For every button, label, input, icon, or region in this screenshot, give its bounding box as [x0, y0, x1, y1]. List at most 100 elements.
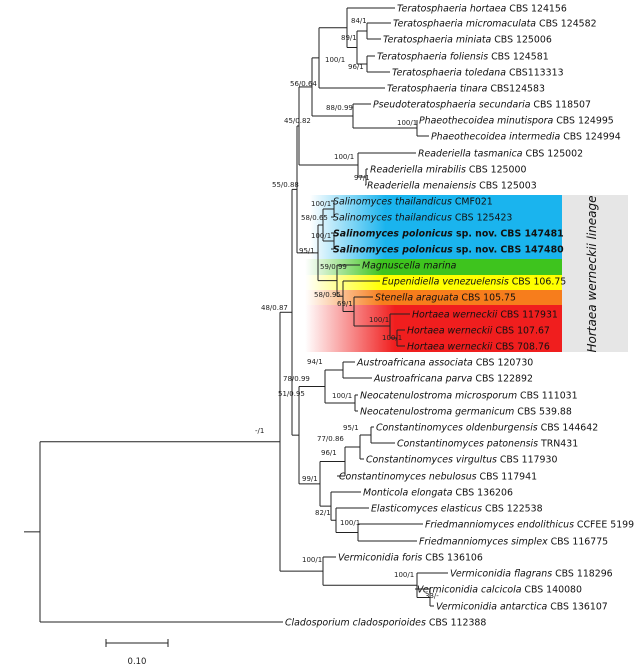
- species-name: Salinomyces thailandicus: [333, 196, 452, 207]
- tree-branches: [24, 7, 448, 623]
- support-value: 56/0.64: [290, 80, 317, 88]
- support-value: 100/1: [340, 519, 360, 527]
- tip-label: Vermiconidia foris CBS 136106: [338, 552, 483, 563]
- lineage-label: Hortaea werneckii lineage: [585, 195, 599, 352]
- tip-label: Teratosphaeria tinara CBS124583: [387, 83, 545, 94]
- scale-bar-label: 0.10: [128, 657, 147, 667]
- species-name: Readeriella mirabilis: [370, 164, 466, 175]
- support-value: 95/1: [299, 247, 315, 255]
- support-value: 99/1: [302, 475, 318, 483]
- highlight-stenella: [305, 290, 562, 305]
- support-value: 100/1: [311, 232, 331, 240]
- support-value: 78/0.99: [283, 375, 310, 383]
- species-name: Stenella araguata: [375, 292, 459, 303]
- voucher-id: CBS124583: [487, 83, 545, 94]
- support-value: 88/0.99: [326, 104, 353, 112]
- highlight-eupenidiella: [305, 275, 562, 290]
- species-name: Friedmanniomyces endolithicus: [425, 519, 574, 530]
- tip-label: Constantinomyces virgultus CBS 117930: [366, 454, 557, 465]
- tip-label: Friedmanniomyces simplex CBS 116775: [419, 536, 608, 547]
- voucher-id: CBS 124582: [536, 18, 597, 29]
- voucher-id: CBS 107.67: [492, 325, 550, 336]
- highlight-salinomyces: [310, 195, 562, 259]
- species-name: Austroafricana associata: [356, 357, 473, 368]
- species-name: Constantinomyces oldenburgensis: [376, 422, 538, 433]
- voucher-id: CBS 124156: [506, 3, 567, 14]
- support-value: 100/1: [394, 571, 414, 579]
- voucher-id: sp. nov. CBS 147480: [453, 244, 564, 255]
- species-name: Teratosphaeria micromaculata: [393, 18, 536, 29]
- species-name: Phaeothecoidea minutispora: [419, 115, 553, 126]
- tip-label: Neocatenulostroma germanicum CBS 539.88: [360, 406, 572, 417]
- species-name: Teratosphaeria tinara: [387, 83, 488, 94]
- voucher-id: CBS 125000: [466, 164, 527, 175]
- voucher-id: CBS 125006: [491, 34, 552, 45]
- voucher-id: CBS 136107: [547, 601, 608, 612]
- support-value: 59/0.99: [320, 263, 347, 271]
- support-value: 82/1: [315, 509, 331, 517]
- support-value: 33/-: [425, 592, 439, 600]
- species-name: Teratosphaeria toledana: [392, 67, 506, 78]
- tip-label: Friedmanniomyces endolithicus CCFEE 5199: [425, 519, 634, 530]
- tip-label: Stenella araguata CBS 105.75: [375, 292, 516, 303]
- species-name: Magnuscella marina: [362, 260, 457, 271]
- voucher-id: CBS 120730: [473, 357, 534, 368]
- tip-label: Vermiconidia antarctica CBS 136107: [436, 601, 608, 612]
- tip-label: Readeriella tasmanica CBS 125002: [418, 148, 583, 159]
- voucher-id: CBS 122538: [482, 503, 543, 514]
- voucher-id: CBS 118507: [530, 99, 591, 110]
- voucher-id: CBS 144642: [538, 422, 599, 433]
- support-value: 55/0.88: [272, 181, 299, 189]
- voucher-id: CBS 116775: [548, 536, 609, 547]
- tip-label: Constantinomyces patonensis TRN431: [397, 438, 578, 449]
- support-value: 100/1: [332, 392, 352, 400]
- voucher-id: CBS 106.75: [509, 276, 567, 287]
- voucher-id: CCFEE 5199: [574, 519, 634, 530]
- species-name: Salinomyces thailandicus: [333, 212, 452, 223]
- voucher-id: CBS 124994: [560, 131, 621, 142]
- species-name: Vermiconidia foris: [338, 552, 422, 563]
- species-name: Teratosphaeria hortaea: [397, 3, 507, 14]
- species-name: Vermiconidia flagrans: [450, 568, 552, 579]
- highlight-hortaea: [305, 305, 562, 352]
- species-name: Salinomyces polonicus: [333, 244, 453, 255]
- species-name: Elasticomyces elasticus: [371, 503, 482, 514]
- tip-label: Pseudoteratosphaeria secundaria CBS 1185…: [373, 99, 591, 110]
- tip-label: Teratosphaeria toledana CBS113313: [392, 67, 564, 78]
- voucher-id: sp. nov. CBS 147481: [453, 228, 564, 239]
- tip-label: Hortaea werneckii CBS 708.76: [407, 341, 550, 352]
- voucher-id: CMF021: [452, 196, 493, 207]
- tip-label: Vermiconidia flagrans CBS 118296: [450, 568, 613, 579]
- highlight-magnuscella: [305, 259, 562, 275]
- voucher-id: CBS113313: [506, 67, 564, 78]
- tip-label: Salinomyces thailandicus CMF021: [333, 196, 493, 207]
- support-value: 77/0.86: [317, 435, 344, 443]
- tip-label: Salinomyces thailandicus CBS 125423: [333, 212, 512, 223]
- voucher-id: CBS 136206: [452, 487, 513, 498]
- tip-label: Teratosphaeria hortaea CBS 124156: [397, 3, 567, 14]
- tip-label: Phaeothecoidea intermedia CBS 124994: [431, 131, 621, 142]
- species-name: Neocatenulostroma germanicum: [360, 406, 514, 417]
- support-value: 48/0.87: [261, 304, 288, 312]
- voucher-id: CBS 539.88: [514, 406, 572, 417]
- support-value: 100/1: [334, 153, 354, 161]
- species-name: Vermiconidia antarctica: [436, 601, 547, 612]
- species-name: Hortaea werneckii: [407, 325, 493, 336]
- support-value: 94/1: [307, 358, 323, 366]
- support-value: 100/1: [302, 556, 322, 564]
- tip-label: Hortaea werneckii CBS 117931: [412, 309, 558, 320]
- support-values: 84/1 96/1 89/1 100/1 56/0.64 100/1 88/0.99 45/0…: [255, 17, 439, 600]
- species-name: Austroafricana parva: [373, 373, 473, 384]
- tip-label: Teratosphaeria micromaculata CBS 124582: [393, 18, 597, 29]
- lineage-box: [558, 195, 628, 352]
- tip-label: Readeriella mirabilis CBS 125000: [370, 164, 526, 175]
- support-value: 97/1: [354, 174, 370, 182]
- voucher-id: CBS 117930: [497, 454, 558, 465]
- voucher-id: CBS 125423: [452, 212, 513, 223]
- support-value: 51/0.95: [278, 390, 305, 398]
- tip-label: Constantinomyces oldenburgensis CBS 1446…: [376, 422, 598, 433]
- species-name: Constantinomyces patonensis: [397, 438, 538, 449]
- tip-label: Neocatenulostroma microsporum CBS 111031: [360, 390, 578, 401]
- voucher-id: CBS 124995: [553, 115, 614, 126]
